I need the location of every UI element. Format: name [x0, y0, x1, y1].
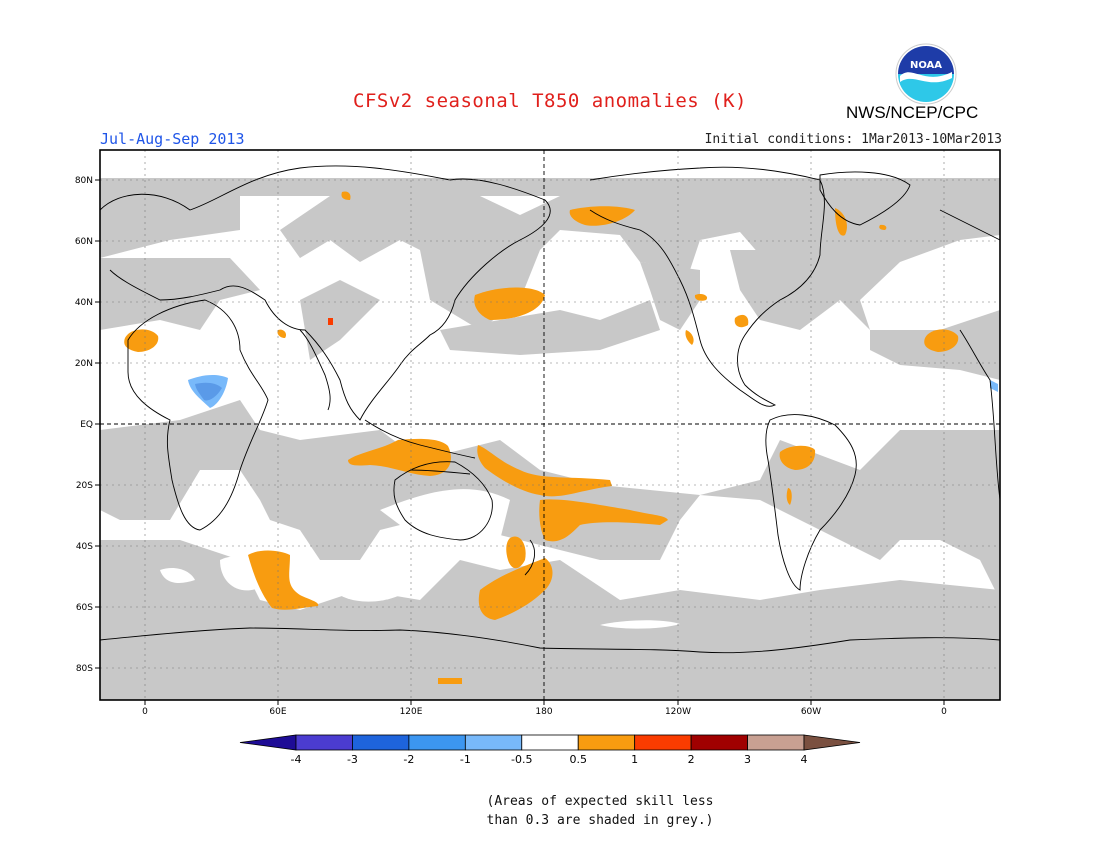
lat-label-80n: 80N [75, 176, 93, 186]
lat-label-20n: 20N [75, 359, 93, 369]
lat-label-eq: EQ [80, 420, 93, 430]
lon-label-60w: 60W [801, 707, 821, 717]
equator-dateline [100, 150, 1000, 700]
no-mask-areas [160, 489, 680, 629]
coastlines [99, 165, 1001, 654]
lat-label-60s: 60S [76, 603, 93, 613]
noaa-logo: NOAA [895, 43, 957, 105]
lon-label-0-east: 0 [941, 707, 947, 717]
axis-ticks [95, 179, 945, 705]
lon-label-60e: 60E [269, 707, 286, 717]
lat-label-40s: 40S [76, 542, 93, 552]
cool-anomaly-core [195, 382, 222, 401]
lon-label-120e: 120E [400, 707, 423, 717]
map-gridlines [100, 150, 1000, 700]
logo-text: NOAA [910, 60, 942, 71]
lon-label-120w: 120W [665, 707, 691, 717]
lat-label-20s: 20S [76, 481, 93, 491]
lat-label-60n: 60N [75, 237, 93, 247]
lat-label-40n: 40N [75, 298, 93, 308]
footnote-line-2: than 0.3 are shaded in grey.) [486, 813, 714, 828]
lon-label-180: 180 [535, 707, 552, 717]
skill-footnote: (Areas of expected skill less than 0.3 a… [400, 792, 800, 830]
strong-warm-spot [328, 318, 333, 325]
chart-title: CFSv2 seasonal T850 anomalies (K) [353, 90, 747, 112]
organization-label: NWS/NCEP/CPC [846, 103, 979, 122]
warm-anomaly-patches [124, 191, 959, 684]
footnote-line-1: (Areas of expected skill less [486, 794, 714, 809]
initial-conditions-label: Initial conditions: 1Mar2013-10Mar2013 [704, 132, 1002, 147]
lat-label-80s: 80S [76, 664, 93, 674]
season-label: Jul-Aug-Sep 2013 [100, 130, 245, 148]
lon-label-0-west: 0 [142, 707, 148, 717]
map-frame [99, 149, 1001, 701]
